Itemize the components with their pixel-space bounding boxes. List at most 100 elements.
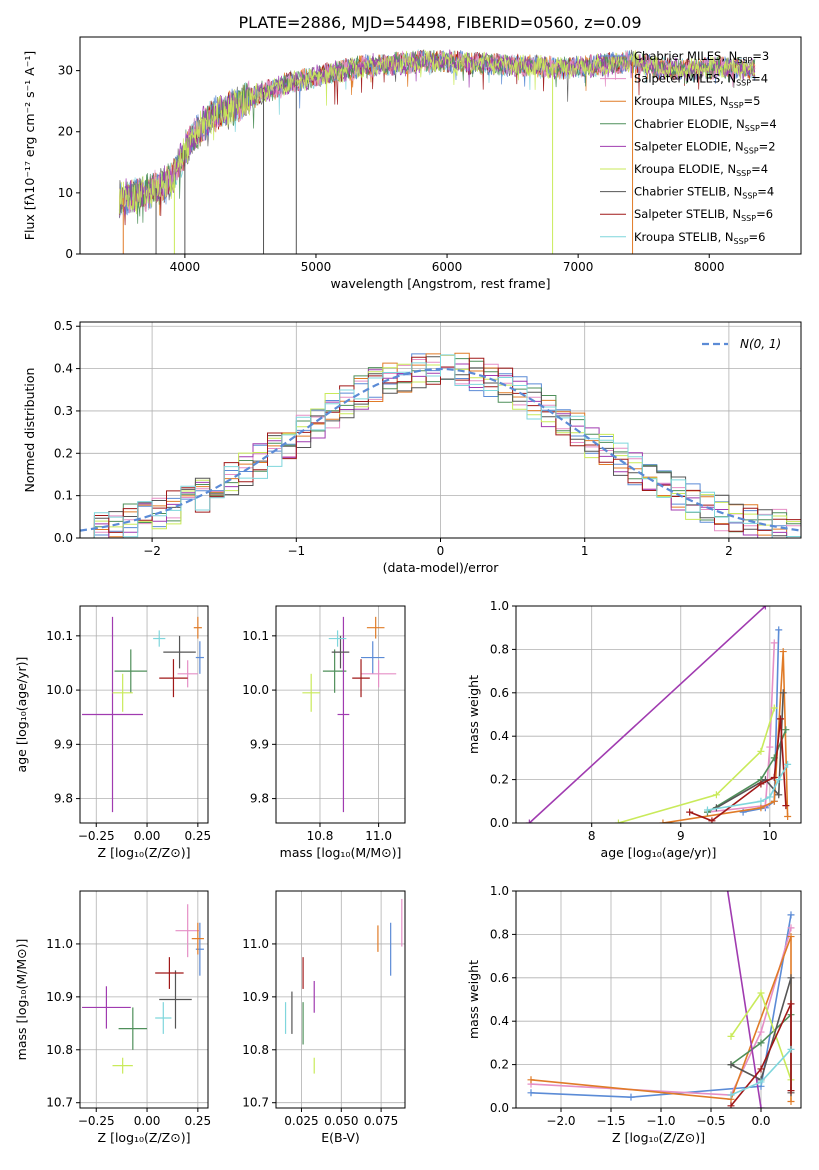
legend-label: Kroupa MILES, NSSP=5: [634, 94, 760, 110]
x-axis-label: Z [log₁₀(Z/Z⊙)]: [612, 1130, 705, 1145]
x-tick-label: 0.00: [134, 829, 161, 843]
normal-curve: [80, 367, 801, 532]
axes-frame: [275, 605, 406, 824]
y-axis-label: Normed distribution: [22, 368, 37, 493]
x-tick-label: 11.0: [365, 829, 392, 843]
mass-weight-marker: [766, 793, 774, 801]
mass-weight-marker: [527, 1076, 535, 1084]
spectrum-legend: Chabrier MILES, NSSP=3 Salpeter MILES, NS…: [600, 49, 777, 246]
mass-vs-metallicity-panel: −0.25 0.00 0.25 10.7 10.8 10.9 11.0 Z [log₁₀(Z/…: [14, 890, 211, 1145]
mass-weight-line: [726, 891, 762, 1108]
y-tick-label: 0.6: [490, 686, 509, 700]
y-tick-label: 9.9: [54, 737, 73, 751]
y-axis-label: mass weight: [466, 675, 481, 754]
plot-area: [82, 616, 204, 813]
axes-frame: [79, 36, 802, 255]
y-tick-label: 0.0: [54, 531, 73, 545]
errorbar-point: [195, 641, 204, 674]
y-tick-label: 1.0: [490, 884, 509, 898]
mass-weight-marker: [779, 648, 787, 656]
mass-weight-marker: [779, 689, 787, 697]
x-tick-label: 10.8: [307, 829, 334, 843]
mass-weight-line: [716, 692, 784, 809]
errorbar-point: [155, 957, 184, 989]
x-tick-label: 0.00: [134, 1114, 161, 1128]
errorbar-point: [328, 630, 347, 647]
mass-weight-marker: [777, 715, 785, 723]
x-axis-label: E(B-V): [321, 1130, 360, 1145]
mass-weight-line: [742, 629, 780, 813]
mass-weight-marker: [614, 819, 622, 823]
errorbar-point: [352, 659, 370, 698]
plot-area: [527, 891, 795, 1108]
y-tick-label: 9.9: [250, 737, 269, 751]
mass-weight-marker: [757, 804, 765, 812]
x-tick-label: 0.025: [284, 1114, 318, 1128]
mass-weight-marker: [757, 989, 765, 997]
y-axis-label: age [log₁₀(age/yr)]: [14, 657, 29, 773]
age-vs-metallicity-panel: −0.25 0.00 0.25 9.8 9.9 10.0 10.1 Z [log₁₀(Z/Z⊙…: [14, 605, 211, 860]
age-vs-mass-panel: 10.8 11.0 9.8 9.9 10.0 10.1 mass [log₁₀(M/M⊙)]: [242, 605, 406, 860]
x-tick-label: 10: [762, 829, 777, 843]
errorbar-point: [175, 904, 200, 958]
y-tick-label: 10.7: [242, 1096, 269, 1110]
mass-weight-marker: [686, 808, 694, 816]
errorbar-point: [118, 1007, 148, 1050]
y-tick-label: 10.9: [46, 990, 73, 1004]
y-tick-label: 0.2: [490, 1058, 509, 1072]
x-tick-label: 6000: [432, 260, 463, 274]
plot-area: [525, 606, 792, 823]
y-tick-label: 0.1: [54, 489, 73, 503]
x-tick-label: 0.075: [364, 1114, 398, 1128]
mass-weight-marker: [782, 802, 790, 810]
errorbar-point: [163, 635, 196, 669]
mass-weight-marker: [527, 1089, 535, 1097]
mass-weight-marker: [787, 911, 795, 919]
y-tick-label: 0.0: [490, 816, 509, 830]
y-tick-label: 30: [58, 64, 73, 78]
errorbar-point: [337, 616, 350, 813]
y-tick-label: 0.2: [54, 446, 73, 460]
mass-weight-marker: [659, 819, 667, 823]
mass-weight-marker: [757, 1039, 765, 1047]
y-tick-label: 0: [65, 247, 73, 261]
plot-area: [284, 898, 403, 1074]
mass-weight-marker: [525, 819, 533, 823]
x-axis-label: age [log₁₀(age/yr)]: [601, 845, 717, 860]
y-axis-label: Flux [fλ10⁻¹⁷ erg cm⁻² s⁻¹ A⁻¹]: [22, 51, 37, 240]
residual-legend: N(0, 1): [702, 337, 781, 351]
y-tick-label: 9.8: [250, 792, 269, 806]
y-tick-label: 10.8: [46, 1043, 73, 1057]
mass-weight-marker: [712, 791, 720, 799]
mass-weight-marker: [703, 806, 711, 814]
spectrum-panel: 4000 5000 6000 7000 8000 0 10 20 30 wavelength [A…: [22, 36, 802, 291]
legend-label: Salpeter ELODIE, NSSP=2: [634, 139, 776, 155]
mass-weight-marker: [775, 626, 783, 634]
x-axis-label: mass [log₁₀(M/M⊙)]: [280, 845, 402, 860]
mass-weight-marker: [727, 1061, 735, 1069]
errorbar-point: [114, 649, 148, 693]
axes-frame: [79, 890, 209, 1109]
x-axis-label: Z [log₁₀(Z/Z⊙)]: [98, 845, 191, 860]
legend-label: Salpeter MILES, NSSP=4: [634, 72, 768, 88]
y-tick-label: 10.0: [46, 683, 73, 697]
spectrum-line-salpeter-elodie: [118, 49, 756, 218]
mass-weight-marker: [708, 817, 716, 823]
y-tick-label: 0.3: [54, 404, 73, 418]
x-tick-label: 5000: [301, 260, 332, 274]
mass-weight-line: [530, 914, 792, 1099]
y-tick-label: 0.4: [490, 1014, 509, 1028]
x-tick-label: −0.25: [78, 829, 115, 843]
mass-weight-marker: [757, 780, 765, 788]
errorbar-point: [155, 1002, 172, 1034]
mass-weight-marker: [775, 776, 783, 784]
axes-frame: [515, 890, 802, 1109]
y-tick-label: 20: [58, 125, 73, 139]
axes-frame: [515, 605, 802, 824]
axes-frame: [275, 890, 406, 1109]
x-tick-label: 0.25: [184, 829, 211, 843]
y-tick-label: 10.9: [242, 990, 269, 1004]
mass-vs-ebv-panel: 0.025 0.050 0.075 10.7 10.8 10.9 11.0 E(B-V): [242, 890, 406, 1145]
errorbar-point: [112, 673, 133, 712]
